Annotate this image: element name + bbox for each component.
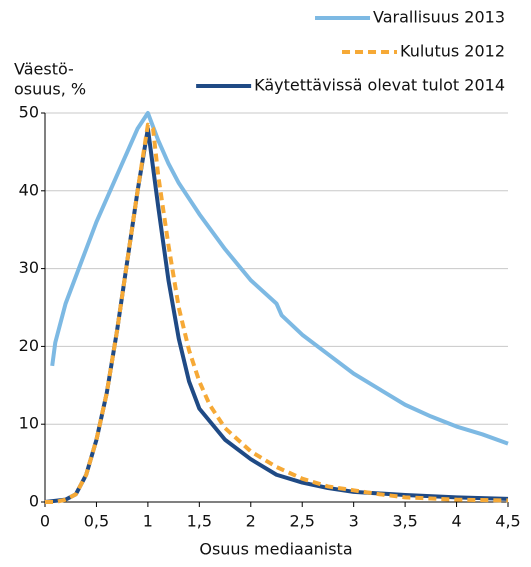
x-tick-label: 3 [349, 512, 359, 531]
y-tick-label: 30 [19, 258, 39, 277]
y-tick-label: 20 [19, 336, 39, 355]
x-tick-label: 1 [143, 512, 153, 531]
x-tick-label: 1,5 [187, 512, 212, 531]
x-tick-label: 0,5 [84, 512, 109, 531]
legend-label: Käytettävissä olevat tulot 2014 [254, 76, 505, 95]
legend-label: Varallisuus 2013 [373, 8, 505, 27]
x-tick-label: 0 [40, 512, 50, 531]
y-tick-label: 50 [19, 103, 39, 122]
x-tick-label: 4,5 [495, 512, 520, 531]
x-tick-label: 2,5 [289, 512, 314, 531]
y-tick-label: 10 [19, 414, 39, 433]
x-tick-label: 3,5 [392, 512, 417, 531]
y-axis-label: Väestö- [14, 60, 74, 79]
series-line [45, 122, 509, 504]
y-tick-label: 0 [29, 492, 39, 511]
y-tick-label: 40 [19, 180, 39, 199]
legend-label: Kulutus 2012 [400, 42, 505, 61]
y-axis-label: osuus, % [14, 80, 86, 99]
x-tick-label: 2 [246, 512, 256, 531]
series-line [50, 111, 509, 446]
x-tick-label: 4 [451, 512, 461, 531]
x-axis-label: Osuus mediaanista [199, 540, 352, 559]
